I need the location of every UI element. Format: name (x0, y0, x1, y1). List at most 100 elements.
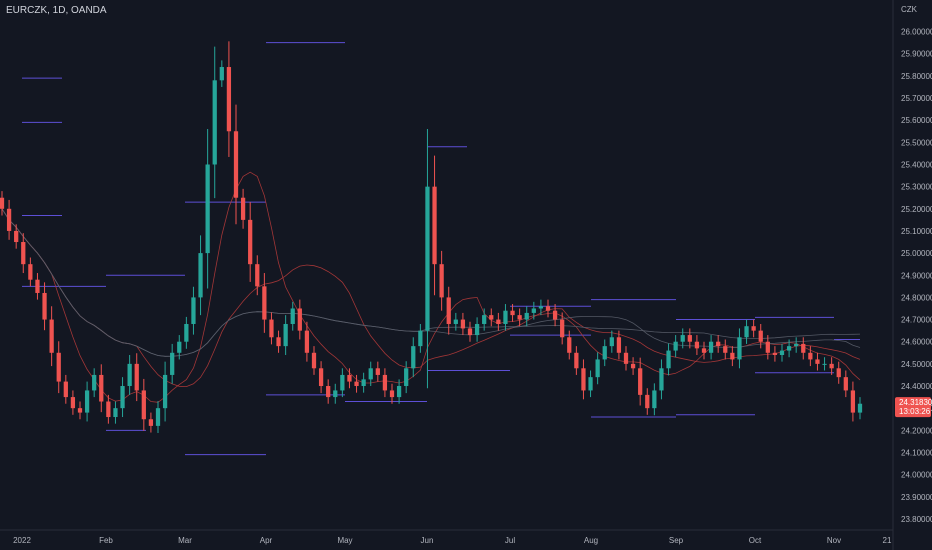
candle-body (765, 341, 770, 353)
candle-body (148, 419, 154, 426)
candle-body (836, 368, 841, 378)
candle-body (226, 67, 232, 132)
time-tick-label: Oct (749, 536, 762, 545)
time-tick-label: May (337, 536, 352, 545)
candle-body (127, 363, 132, 387)
candle-body (141, 390, 146, 420)
price-tick-label: 24.20000 (901, 426, 932, 435)
candle-body (609, 337, 614, 347)
candle-body (418, 330, 423, 347)
candle-body (21, 242, 26, 265)
price-tick-label: 24.50000 (901, 360, 932, 369)
candle-body (822, 363, 827, 365)
time-tick-label: Feb (99, 536, 113, 545)
candle-body (758, 330, 763, 342)
candle-body (602, 346, 607, 360)
candle-body (248, 219, 253, 265)
candle-body (482, 315, 487, 324)
candle-body (219, 67, 224, 81)
candle-body (815, 359, 820, 364)
time-tick-label: Jun (421, 536, 434, 545)
candle-body (552, 310, 558, 320)
candle-body (311, 352, 317, 369)
candle-body (623, 352, 629, 364)
candle-body (701, 348, 707, 353)
candle-body (716, 341, 721, 347)
price-tick-label: 24.10000 (901, 448, 932, 457)
candle-body (262, 286, 267, 320)
candle-body (666, 350, 671, 369)
candle-body (276, 337, 281, 347)
candle-body (283, 323, 288, 347)
candle-body (560, 319, 565, 338)
candle-body (191, 297, 196, 324)
candle-body (84, 390, 90, 413)
candle-body (467, 328, 473, 336)
candle-body (581, 368, 586, 391)
candle-body (453, 319, 458, 324)
candle-body (170, 352, 175, 375)
candles (0, 41, 863, 433)
candle-body (269, 319, 274, 338)
moving-average-line (1, 208, 861, 388)
candle-body (531, 308, 536, 313)
candle-body (56, 352, 61, 382)
candle-body (645, 394, 650, 409)
price-tick-label: 25.10000 (901, 227, 932, 236)
candle-body (850, 390, 856, 413)
candle-body (42, 292, 47, 320)
candle-body (425, 186, 430, 331)
candle-body (120, 386, 125, 409)
candle-body (92, 374, 97, 391)
candle-body (347, 374, 352, 382)
candle-body (35, 279, 40, 293)
candle-body (297, 308, 302, 331)
candle-body (744, 326, 749, 338)
symbol-title[interactable]: EURCZK, 1D, OANDA (6, 5, 107, 16)
candle-body (460, 319, 466, 329)
candle-body (198, 253, 203, 298)
price-tick-label: 25.70000 (901, 94, 932, 103)
candle-body (659, 368, 664, 391)
price-tick-label: 25.80000 (901, 72, 932, 81)
candle-body (786, 346, 792, 351)
candle-body (801, 343, 806, 353)
candle-body (588, 377, 593, 391)
price-tick-label: 25.60000 (901, 116, 932, 125)
candle-body (63, 381, 68, 398)
price-axis[interactable]: CZK 26.00000 25.90000 25.80000 25.70000 25.60… (901, 5, 932, 524)
candle-body (545, 306, 551, 311)
price-tick-label: 25.50000 (901, 138, 932, 147)
candle-body (411, 346, 416, 369)
candle-body (205, 164, 210, 254)
candle-body (829, 363, 834, 369)
candle-body (652, 390, 657, 409)
price-tick-label: 24.00000 (901, 471, 932, 480)
time-tick-label: Aug (584, 536, 598, 545)
candle-body (843, 377, 848, 391)
candle-body (680, 335, 685, 342)
candle-body (389, 390, 395, 398)
candle-body (290, 308, 295, 324)
candle-body (794, 343, 799, 347)
price-tick-label: 25.00000 (901, 249, 932, 258)
candle-body (368, 368, 373, 380)
candle-body (340, 374, 345, 391)
countdown-timer: 13:03:26 (899, 407, 931, 416)
horizontal-levels (22, 42, 860, 456)
current-price-value: 24.31830 (899, 398, 932, 407)
time-axis[interactable]: 2022 Feb Mar Apr May Jun Jul Aug Sep Oct Nov 21 (13, 536, 892, 545)
candle-body (694, 341, 700, 349)
candle-body (70, 397, 76, 409)
candle-body (510, 310, 515, 316)
candle-body (517, 315, 522, 320)
candle-body (673, 341, 678, 351)
time-tick-label: 2022 (13, 536, 31, 545)
candle-body (184, 323, 189, 342)
candle-body (567, 337, 572, 353)
candle-body (574, 352, 579, 369)
current-price-badge (895, 397, 931, 418)
candle-body (446, 297, 451, 324)
